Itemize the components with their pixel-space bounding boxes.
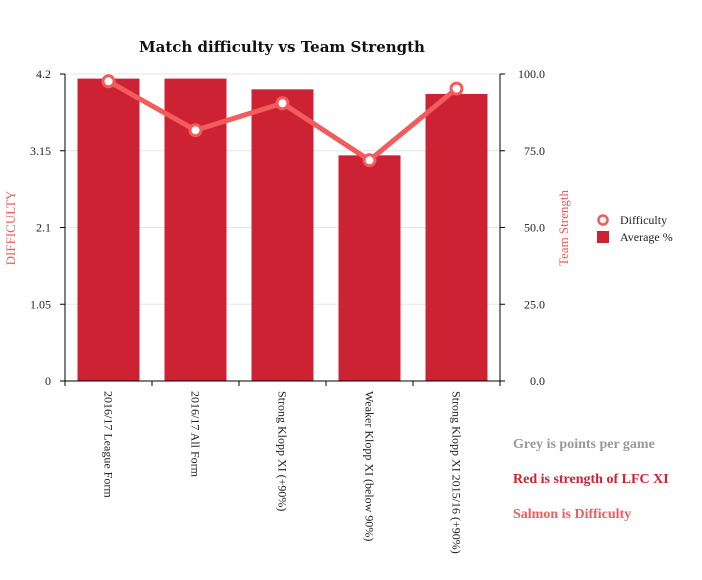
category-label: Weaker Klopp XI (below 90%) [363, 391, 377, 541]
y-tick-label: 1.05 [30, 297, 51, 311]
y-tick-label: 4.2 [36, 67, 51, 81]
y2-axis-title: Team Strength [556, 190, 571, 266]
legend-average-label: Average % [620, 230, 673, 244]
bar [251, 89, 314, 381]
note-salmon: Salmon is Difficulty [513, 507, 631, 522]
difficulty-point [275, 96, 290, 111]
y2-tick-label: 25.0 [524, 297, 545, 311]
difficulty-point [449, 81, 464, 96]
right-axis-ticks: 0.0 25.0 50.0 75.0 100.0 [500, 67, 545, 388]
line-series [101, 74, 464, 168]
y-axis-title: DIFFICULTY [3, 190, 18, 265]
difficulty-point [101, 74, 116, 89]
legend-difficulty-label: Difficulty [620, 213, 667, 227]
y-tick-label: 3.15 [30, 144, 51, 158]
note-red: Red is strength of LFC XI [513, 472, 669, 487]
difficulty-point [362, 153, 377, 168]
bar [425, 93, 488, 381]
category-label: Strong Klopp XI 2015/16 (+90%) [450, 391, 464, 554]
y2-tick-label: 50.0 [524, 221, 545, 235]
bar-series [77, 78, 488, 381]
difficulty-point [188, 123, 203, 138]
left-axis-ticks: 0 1.05 2.1 3.15 4.2 [30, 67, 65, 388]
category-label: 2016/17 League Form [102, 391, 116, 498]
y-tick-label: 2.1 [36, 221, 51, 235]
chart-title: Match difficulty vs Team Strength [139, 38, 425, 56]
y2-tick-label: 0.0 [530, 374, 545, 388]
bar [338, 155, 401, 381]
y2-tick-label: 75.0 [524, 144, 545, 158]
y2-tick-label: 100.0 [518, 67, 545, 81]
note-grey: Grey is points per game [513, 437, 655, 452]
legend-difficulty-marker [597, 214, 609, 226]
category-label: Strong Klopp XI (+90%) [276, 391, 290, 511]
legend-average-marker [597, 231, 609, 243]
legend: Difficulty Average % [597, 213, 673, 244]
category-labels: 2016/17 League Form 2016/17 All Form Stron… [102, 391, 464, 554]
category-label: 2016/17 All Form [189, 391, 203, 478]
bar [77, 78, 140, 381]
y-tick-label: 0 [45, 374, 51, 388]
